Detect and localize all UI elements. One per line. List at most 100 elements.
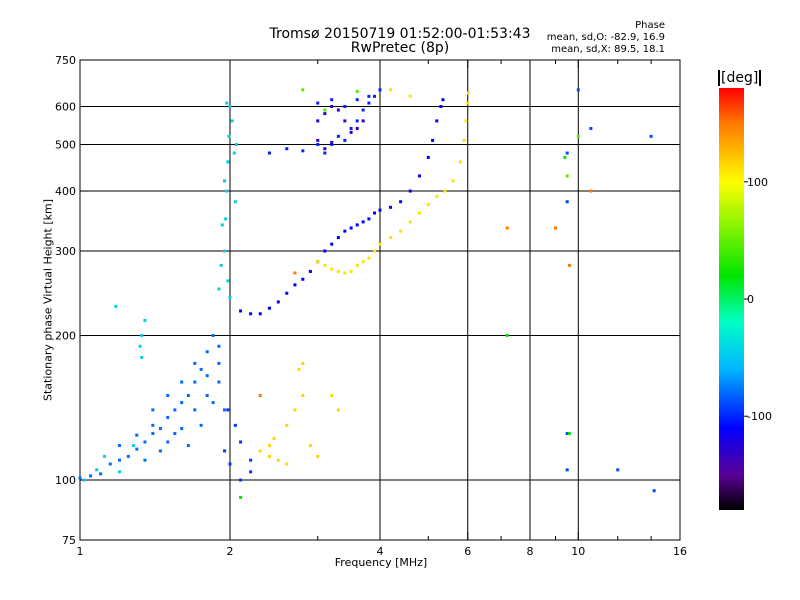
echo-point	[417, 174, 421, 178]
echo-point	[361, 108, 365, 112]
echo-point	[349, 126, 353, 130]
y-tick-label: 400	[55, 185, 76, 198]
echo-point	[95, 468, 99, 472]
echo-point	[226, 408, 230, 412]
echo-point	[367, 101, 371, 105]
echo-point	[249, 458, 253, 462]
echo-point	[505, 334, 509, 338]
echo-point	[226, 160, 230, 164]
echo-point	[451, 179, 455, 183]
echo-point	[336, 236, 340, 240]
echo-point	[431, 138, 435, 142]
echo-point	[426, 155, 430, 159]
echo-point	[140, 334, 144, 338]
echo-point	[249, 312, 253, 316]
echo-point	[186, 394, 190, 398]
echo-point	[316, 454, 320, 458]
echo-point	[258, 394, 262, 398]
echo-point	[219, 263, 223, 267]
echo-point	[323, 263, 327, 267]
echo-point	[151, 432, 155, 436]
echo-point	[211, 334, 215, 338]
x-tick-label: 2	[227, 545, 234, 558]
echo-point	[378, 242, 382, 246]
stats-o-mode: mean, sd,O: -82.9, 16.9	[546, 32, 665, 43]
echo-point	[249, 470, 253, 474]
echo-point	[126, 454, 130, 458]
echo-point	[361, 220, 365, 224]
echo-point	[239, 495, 243, 499]
echo-point	[330, 242, 334, 246]
echo-point	[301, 88, 305, 92]
y-axis-label: Stationary phase Virtual Height [km]	[41, 198, 55, 402]
chart-title: Tromsø 20150719 01:52:00-01:53:43	[269, 26, 531, 42]
echo-point	[232, 151, 236, 155]
echo-point	[99, 472, 103, 476]
echo-point	[336, 408, 340, 412]
echo-point	[389, 88, 393, 92]
echo-point	[316, 101, 320, 105]
echo-point	[355, 223, 359, 227]
echo-point	[258, 449, 262, 453]
echo-point	[330, 267, 334, 271]
echo-point	[462, 138, 466, 142]
colorbar-unit: [deg]	[718, 70, 762, 86]
echo-point	[205, 394, 209, 398]
echo-point	[228, 105, 232, 109]
echo-point	[272, 437, 276, 441]
echo-point	[435, 119, 439, 123]
echo-point	[336, 134, 340, 138]
echo-point	[166, 415, 170, 419]
echo-point	[576, 88, 580, 92]
echo-point	[267, 151, 271, 155]
echo-point	[226, 279, 230, 283]
echo-point	[565, 468, 569, 472]
echo-point	[138, 344, 142, 348]
stats-x-mode: mean, sd,X: 89.5, 18.1	[551, 44, 665, 55]
echo-point	[567, 432, 571, 436]
echo-point	[211, 401, 215, 405]
echo-point	[308, 269, 312, 273]
echo-point	[567, 263, 571, 267]
echo-point	[343, 119, 347, 123]
echo-point	[228, 462, 232, 466]
echo-point	[173, 408, 177, 412]
echo-point	[301, 361, 305, 365]
echo-point	[225, 189, 229, 193]
echo-point	[217, 344, 221, 348]
echo-point	[367, 94, 371, 98]
echo-point	[565, 151, 569, 155]
echo-point	[180, 401, 184, 405]
x-axis-label: Frequency [MHz]	[334, 556, 428, 569]
echo-point	[336, 108, 340, 112]
echo-point	[217, 361, 221, 365]
echo-point	[103, 454, 107, 458]
echo-point	[82, 478, 86, 482]
echo-point	[220, 223, 224, 227]
echo-point	[217, 380, 221, 384]
echo-point	[330, 105, 334, 109]
echo-point	[435, 194, 439, 198]
echo-point	[361, 119, 365, 123]
echo-point	[563, 155, 567, 159]
colorbar-tick-label: 100	[747, 176, 768, 189]
x-tick-label: 4	[377, 545, 384, 558]
echo-point	[301, 277, 305, 281]
echo-point	[355, 89, 359, 93]
echo-point	[267, 444, 271, 448]
echo-point	[233, 200, 237, 204]
x-tick-label: 1	[77, 545, 84, 558]
echo-point	[399, 229, 403, 233]
echo-point	[151, 408, 155, 412]
echo-point	[355, 263, 359, 267]
echo-point	[343, 229, 347, 233]
echo-point	[143, 458, 147, 462]
echo-point	[293, 283, 297, 287]
echo-point	[239, 478, 243, 482]
echo-point	[199, 367, 203, 371]
echo-point	[589, 189, 593, 193]
echo-point	[285, 291, 289, 295]
echo-point	[505, 226, 509, 230]
echo-point	[285, 423, 289, 427]
